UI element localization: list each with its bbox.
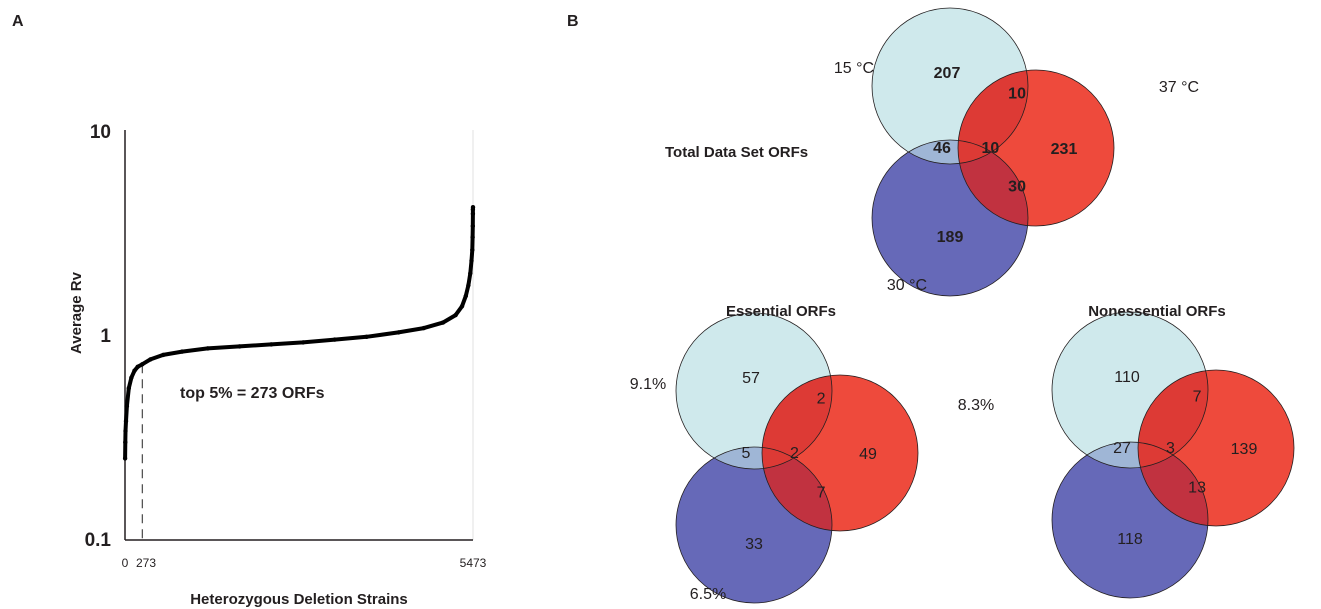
venn-region-37-30: 30	[1008, 178, 1026, 195]
data-point	[140, 362, 145, 367]
data-point	[453, 312, 458, 318]
venn-circle-outline	[675, 312, 833, 470]
data-point	[123, 418, 129, 424]
venn-circle-outline	[1051, 311, 1209, 469]
data-point	[124, 403, 130, 409]
venn-overlap-37-30	[958, 140, 1028, 226]
venn-region-30-only: 189	[937, 229, 964, 246]
data-point	[205, 346, 210, 351]
venn-region-37-only: 139	[1231, 441, 1258, 458]
data-point	[269, 342, 274, 347]
venn-region-all: 2	[790, 445, 799, 462]
x-tick-label: 5473	[460, 556, 487, 570]
venn-region-15-30: 27	[1113, 440, 1131, 457]
x-tick-label: 273	[136, 556, 156, 570]
venn-circle-outline	[871, 7, 1029, 165]
data-point	[132, 368, 137, 373]
venn-overlap-15-37	[762, 375, 832, 469]
data-point	[332, 337, 337, 342]
data-point	[470, 205, 476, 210]
venn-overlap-15-37	[1138, 370, 1208, 468]
venn-region-15-only: 57	[742, 370, 760, 387]
venn-circle-outline	[1137, 369, 1295, 527]
data-point	[459, 304, 465, 309]
venn-region-15-only: 110	[1114, 369, 1140, 386]
panel-letter-a: A	[12, 13, 24, 30]
venn-circle-outline	[761, 374, 919, 532]
data-point	[470, 223, 475, 229]
data-point	[463, 293, 468, 299]
venn-title-essential: Essential ORFs	[726, 303, 836, 320]
venn-region-15-30: 5	[742, 445, 751, 462]
y-tick-label: 1	[100, 326, 111, 347]
data-point	[237, 344, 242, 349]
data-point	[469, 258, 474, 263]
set-label-30: 30 °C	[887, 277, 927, 294]
data-point	[161, 352, 166, 358]
data-point	[122, 456, 128, 461]
venn-region-15-37: 10	[1008, 85, 1026, 102]
set-label-15: 15 °C	[834, 60, 874, 77]
data-point	[364, 334, 369, 339]
essential-percent-30: 6.5%	[690, 586, 726, 603]
venn-region-37-30: 7	[817, 485, 826, 502]
data-point	[470, 211, 476, 216]
y-tick-label: 10	[90, 122, 111, 143]
top-five-percent-annotation: top 5% = 273 ORFs	[180, 385, 325, 402]
data-points	[122, 205, 476, 461]
data-point	[466, 283, 471, 288]
venn-region-15-37: 2	[817, 390, 826, 407]
venn-1: 207 231 189 10 46 10 30	[871, 7, 1115, 297]
y-tick-label: 0.1	[85, 530, 112, 551]
venn-2: 57 49 33 2 5 2 7	[675, 312, 919, 604]
essential-percent-15: 9.1%	[630, 376, 666, 393]
x-tick-label: 0	[122, 556, 129, 570]
data-point	[396, 330, 401, 335]
venn-circle-outline	[1051, 441, 1209, 599]
rank-plot: 10 1 0.1 0 273 5473 Average Rv Heterozyg…	[68, 122, 487, 608]
venn-3: 110 139 118 7 27 3 13	[1051, 311, 1295, 599]
data-point	[123, 428, 128, 434]
venn-circle-outline	[957, 69, 1115, 227]
venn-overlap-37-30	[762, 447, 832, 531]
data-point	[126, 386, 131, 391]
venn-region-all: 10	[982, 140, 1000, 157]
venn-region-15-37: 7	[1193, 389, 1202, 406]
x-axis-label: Heterozygous Deletion Strains	[190, 591, 408, 608]
venn-region-37-only: 231	[1051, 141, 1078, 158]
data-point	[135, 364, 140, 369]
venn-overlap-37-30	[1138, 442, 1208, 526]
data-point	[180, 349, 185, 354]
data-point	[440, 320, 446, 325]
data-point	[129, 375, 134, 380]
data-point	[148, 357, 153, 362]
data-point	[421, 325, 426, 331]
data-point	[468, 271, 473, 276]
venn-circle-outline	[675, 446, 833, 604]
venn-region-30-only: 33	[745, 536, 763, 553]
essential-percent-37: 8.3%	[958, 397, 994, 414]
data-point	[470, 235, 475, 240]
venn-region-30-only: 118	[1117, 531, 1143, 548]
panel-letter-b: B	[567, 13, 579, 30]
venn-region-all: 3	[1166, 440, 1175, 457]
y-axis-label: Average Rv	[68, 271, 85, 354]
venn-title-total: Total Data Set ORFs	[665, 144, 808, 161]
data-point	[123, 440, 128, 445]
set-label-37: 37 °C	[1159, 79, 1199, 96]
venn-circle-outline	[871, 139, 1029, 297]
venn-region-37-only: 49	[859, 446, 877, 463]
venn-overlap-15-37	[958, 70, 1028, 164]
venn-region-15-only: 207	[934, 65, 961, 82]
curve-line	[123, 207, 475, 459]
venn-region-37-30: 13	[1188, 480, 1206, 497]
venn-region-15-30: 46	[933, 140, 951, 157]
data-point	[470, 247, 475, 253]
venn-title-nonessential: Nonessential ORFs	[1088, 303, 1226, 320]
data-point	[300, 340, 306, 345]
